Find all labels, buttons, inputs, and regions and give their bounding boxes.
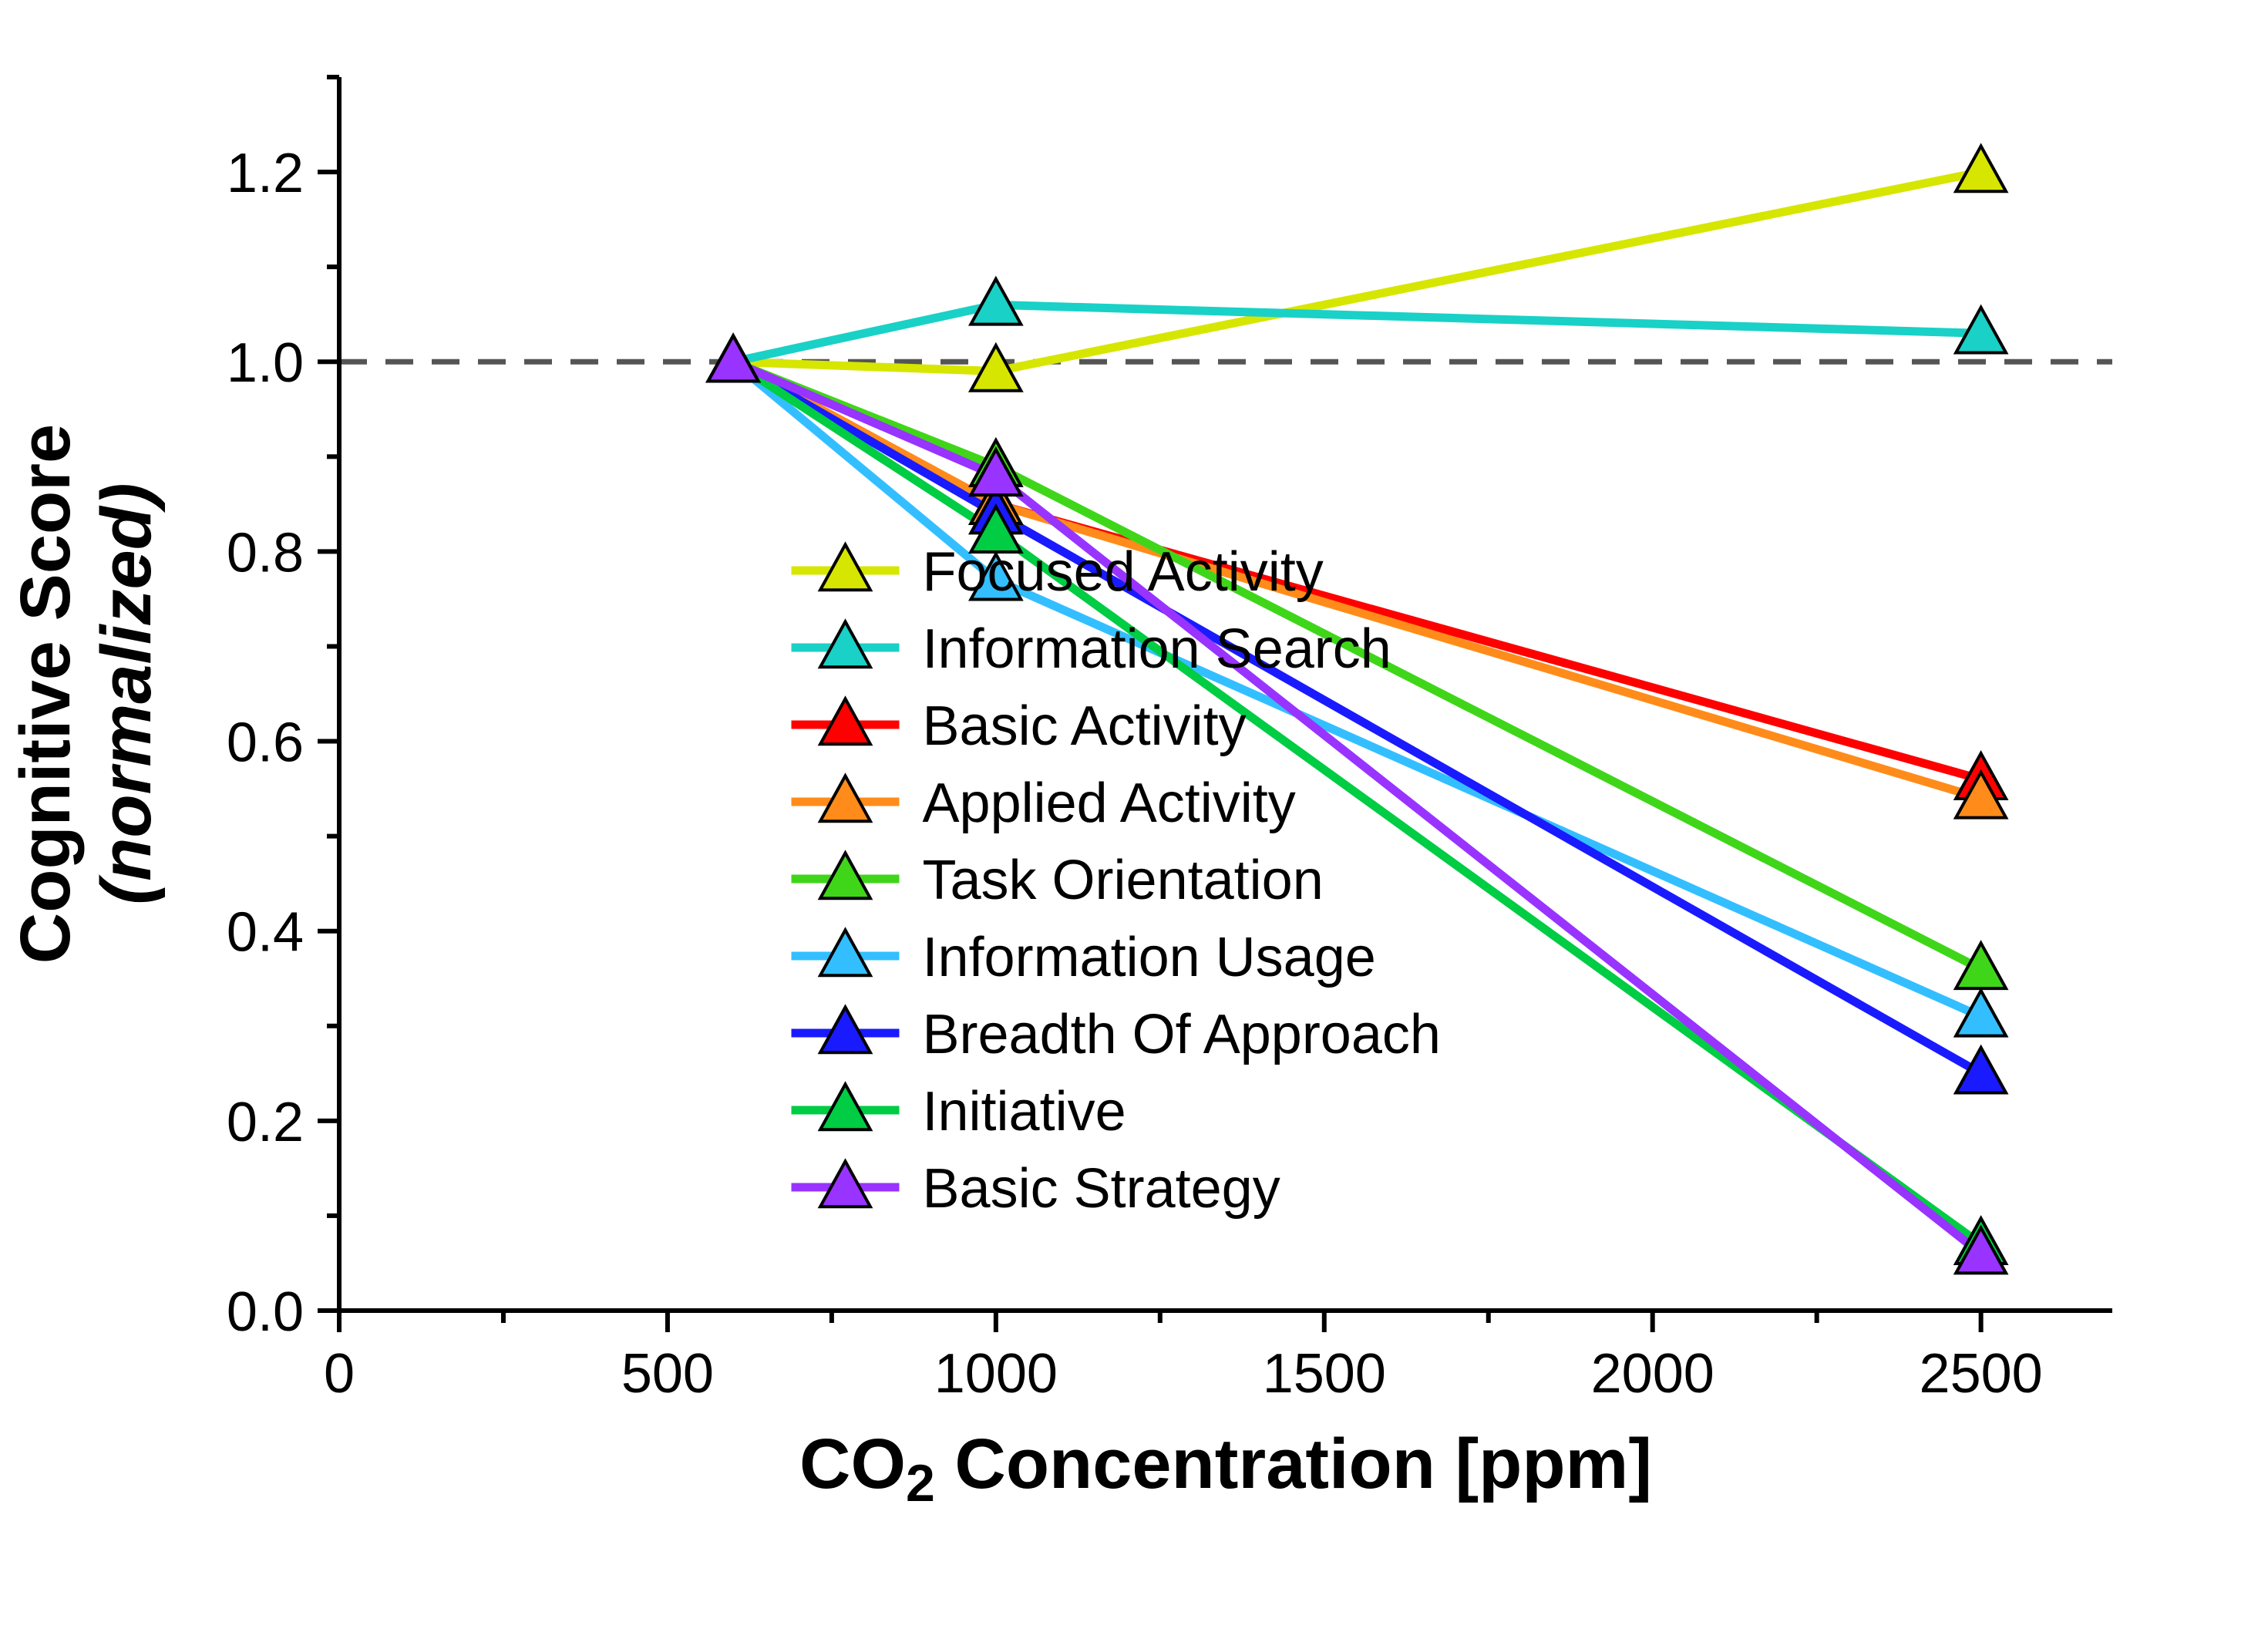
y-tick-label: 0.0 (227, 1281, 304, 1343)
legend-label: Information Search (923, 618, 1391, 680)
svg-text:Cognitive Score: Cognitive Score (6, 424, 85, 964)
x-tick-label: 1000 (934, 1343, 1058, 1405)
y-tick-label: 1.0 (227, 332, 304, 394)
legend-label: Basic Activity (923, 695, 1247, 757)
legend-label: Focused Activity (923, 541, 1324, 603)
x-tick-label: 1500 (1263, 1343, 1386, 1405)
x-tick-label: 500 (621, 1343, 714, 1405)
y-tick-label: 0.2 (227, 1092, 304, 1153)
legend-label: Information Usage (923, 927, 1376, 988)
legend-label: Task Orientation (923, 850, 1324, 911)
x-tick-label: 2500 (1920, 1343, 2043, 1405)
y-tick-label: 0.6 (227, 712, 304, 774)
legend-label: Applied Activity (923, 772, 1296, 834)
line-chart: 0.0 0.2 0.4 0.6 0.8 1.0 1.2 0 500 1000 1500 2000 250… (0, 0, 2268, 1629)
x-tick-label: 2000 (1591, 1343, 1714, 1405)
y-tick-label: 0.4 (227, 902, 304, 964)
x-tick-label: 0 (324, 1343, 355, 1405)
y-tick-label: 0.8 (227, 522, 304, 584)
chart-container: 0.0 0.2 0.4 0.6 0.8 1.0 1.2 0 500 1000 1500 2000 250… (0, 0, 2268, 1629)
y-tick-label: 1.2 (227, 143, 304, 204)
legend-label: Breadth Of Approach (923, 1004, 1441, 1065)
svg-text:(normalized): (normalized) (87, 483, 166, 905)
legend-label: Basic Strategy (923, 1158, 1280, 1220)
legend-label: Initiative (923, 1081, 1126, 1143)
